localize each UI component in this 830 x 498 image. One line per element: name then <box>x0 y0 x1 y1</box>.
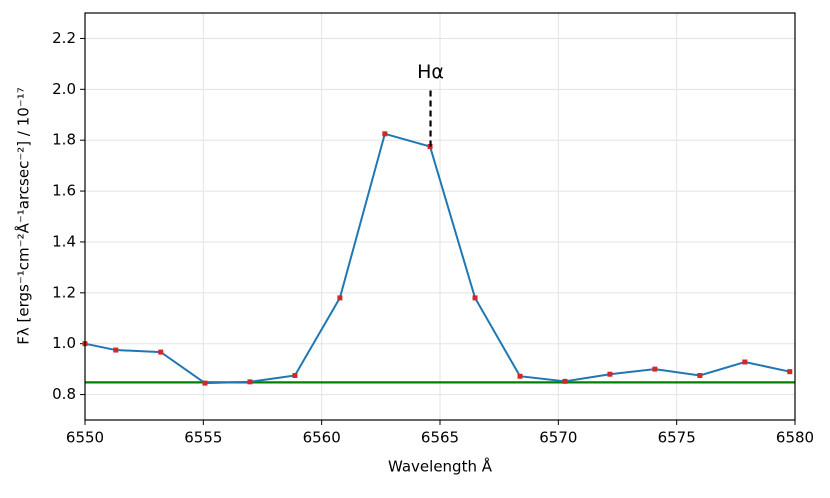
x-tick-label: 6560 <box>303 429 341 447</box>
x-tick-label: 6555 <box>184 429 222 447</box>
y-tick-label: 2.2 <box>52 29 76 47</box>
data-marker <box>742 359 748 365</box>
data-marker <box>202 380 208 386</box>
plot-frame <box>84 12 796 421</box>
x-tick-label: 6580 <box>776 429 814 447</box>
data-marker <box>472 295 478 301</box>
y-tick-label: 1.8 <box>52 131 76 149</box>
annotation-label: Hα <box>417 61 444 83</box>
data-marker <box>158 349 164 355</box>
data-marker <box>697 372 703 378</box>
x-tick-label: 6570 <box>539 429 577 447</box>
x-tick-label: 6575 <box>658 429 696 447</box>
y-tick-label: 1.2 <box>52 283 76 301</box>
y-tick-label: 1.6 <box>52 182 76 200</box>
data-marker <box>247 379 253 385</box>
data-marker <box>113 347 119 353</box>
x-tick-label: 6550 <box>66 429 104 447</box>
data-marker <box>607 371 613 377</box>
data-marker <box>562 378 568 384</box>
data-marker <box>517 373 523 379</box>
data-marker <box>337 295 343 301</box>
data-marker <box>382 131 388 137</box>
x-axis-label: Wavelength Å <box>388 457 493 476</box>
data-marker <box>787 369 793 375</box>
y-axis-label: Fλ [ergs⁻¹cm⁻²Å⁻¹arcsec⁻²] / 10⁻¹⁷ <box>14 87 33 344</box>
x-tick-label: 6565 <box>421 429 459 447</box>
y-tick-label: 1.4 <box>52 232 76 250</box>
data-marker <box>292 372 298 378</box>
data-marker <box>652 366 658 372</box>
y-tick-label: 2.0 <box>52 80 76 98</box>
y-tick-label: 0.8 <box>52 385 76 403</box>
data-line <box>84 132 791 385</box>
y-tick-label: 1.0 <box>52 334 76 352</box>
